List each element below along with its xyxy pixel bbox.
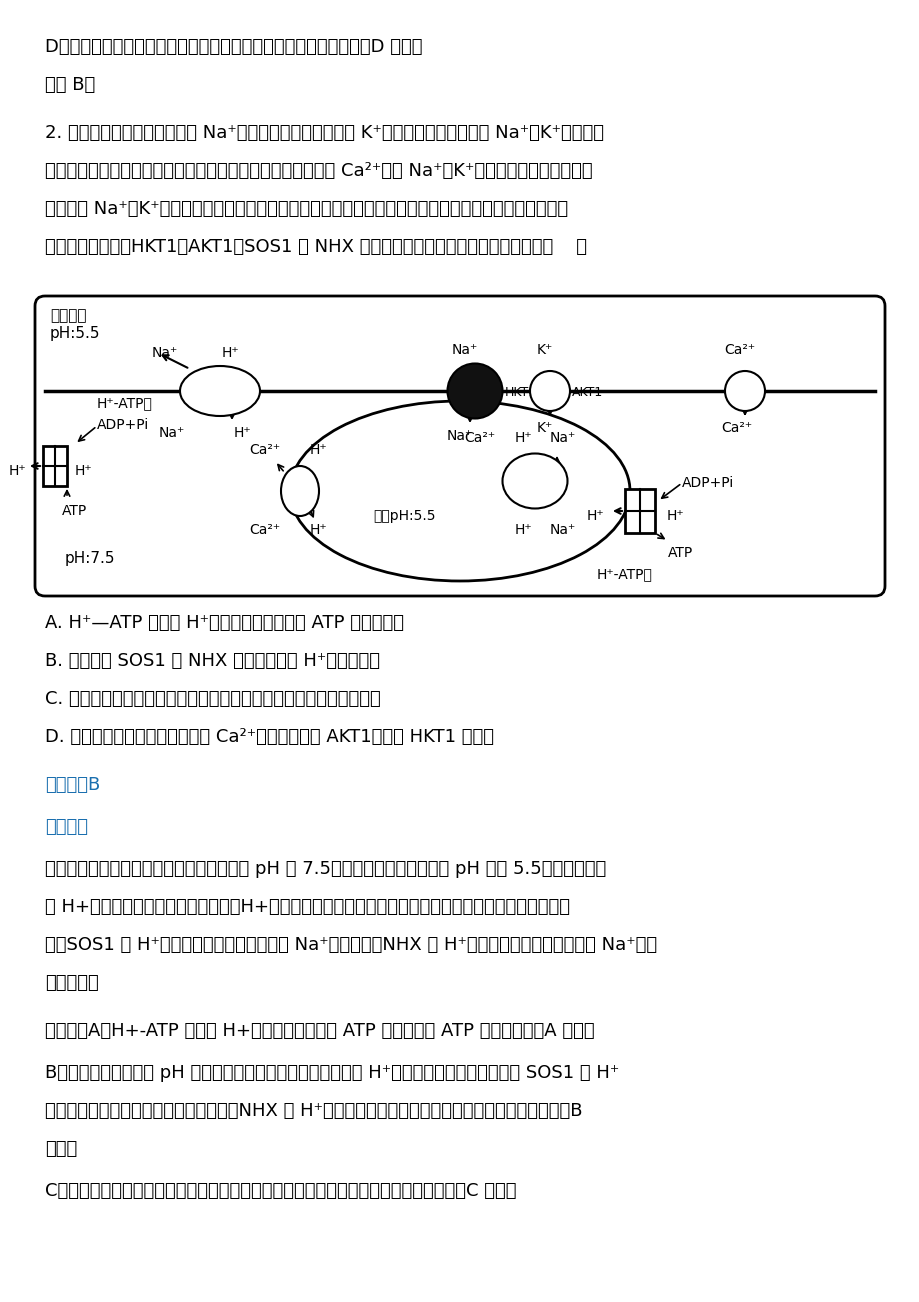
Text: H⁺: H⁺ bbox=[309, 523, 326, 536]
Text: K⁺: K⁺ bbox=[537, 342, 552, 357]
Text: H⁺: H⁺ bbox=[665, 509, 683, 523]
Text: ADP+Pi: ADP+Pi bbox=[96, 418, 149, 432]
Text: ADP+Pi: ADP+Pi bbox=[681, 477, 733, 490]
Text: Ca²⁺: Ca²⁺ bbox=[464, 431, 495, 445]
Text: Na⁺: Na⁺ bbox=[159, 426, 185, 440]
Text: B、细胞外和液泡内的 pH 低于细胞质基质（细胞外和液泡内的 H⁺浓度更高），所以转运蛋白 SOS1 将 H⁺: B、细胞外和液泡内的 pH 低于细胞质基质（细胞外和液泡内的 H⁺浓度更高），所… bbox=[45, 1064, 618, 1082]
Text: D. 由题意可知，细胞质基质中的 Ca²⁺可能具有激活 AKT1、抑制 HKT1 的功能: D. 由题意可知，细胞质基质中的 Ca²⁺可能具有激活 AKT1、抑制 HKT1… bbox=[45, 728, 494, 746]
Text: 【解析】: 【解析】 bbox=[45, 818, 88, 836]
Text: pH:7.5: pH:7.5 bbox=[65, 551, 116, 566]
Ellipse shape bbox=[502, 453, 567, 509]
Text: 错误；: 错误； bbox=[45, 1141, 77, 1157]
Bar bbox=[43, 447, 67, 486]
Text: Ca²⁺: Ca²⁺ bbox=[249, 443, 280, 457]
Text: H⁺: H⁺ bbox=[8, 464, 26, 478]
Text: Na⁺: Na⁺ bbox=[550, 523, 575, 536]
Text: 节细胞中 Na⁺、K⁺的比例，使细胞内的蛋白质合成恢复正常。如图是该耐盐植物根细胞参与抵抗盐胁迫有: 节细胞中 Na⁺、K⁺的比例，使细胞内的蛋白质合成恢复正常。如图是该耐盐植物根细… bbox=[45, 201, 568, 217]
Text: C、耐盐植物液泡吸收无机盐增多，会使细胞液浓度上升，渗透压增大，吸水能力增强，C 正确；: C、耐盐植物液泡吸收无机盐增多，会使细胞液浓度上升，渗透压增大，吸水能力增强，C… bbox=[45, 1182, 516, 1200]
Text: pH:5.5: pH:5.5 bbox=[50, 326, 100, 341]
Text: ATP: ATP bbox=[62, 504, 87, 518]
Text: ATP: ATP bbox=[667, 546, 693, 560]
Text: Ca²⁺: Ca²⁺ bbox=[720, 421, 752, 435]
Text: 常，从而影响蛋白质的正常合成。某耐盐植物的根细胞会借助 Ca²⁺调节 Na⁺、K⁺转运蛋白的功能，进而调: 常，从而影响蛋白质的正常合成。某耐盐植物的根细胞会借助 Ca²⁺调节 Na⁺、K… bbox=[45, 161, 592, 180]
Text: SOS1: SOS1 bbox=[199, 384, 241, 398]
Text: H⁺: H⁺ bbox=[309, 443, 326, 457]
Text: 【分析】分析题图，根细胞的细胞质基质中 pH 为 7.5，而细胞膜外和液泡膜内 pH 均为 5.5，细胞质基质: 【分析】分析题图，根细胞的细胞质基质中 pH 为 7.5，而细胞膜外和液泡膜内 … bbox=[45, 861, 606, 878]
Text: H⁺: H⁺ bbox=[585, 509, 603, 523]
Text: 液泡pH:5.5: 液泡pH:5.5 bbox=[373, 509, 436, 523]
Bar bbox=[624, 490, 654, 533]
Text: K⁺: K⁺ bbox=[537, 421, 552, 435]
Text: HKT1: HKT1 bbox=[505, 387, 537, 400]
Text: NHX: NHX bbox=[517, 474, 551, 488]
Text: 输。SOS1 将 H⁺运进细胞质基质的同时，将 Na⁺排出细胞。NHX 将 H⁺运入细胞质基质的同时，将 Na⁺运输: 输。SOS1 将 H⁺运进细胞质基质的同时，将 Na⁺排出细胞。NHX 将 H⁺… bbox=[45, 936, 656, 954]
Text: 中 H+含量比细胞膜外和液泡膜内低，H+运输到细胞膜外和液泡内是逆浓度梯度运输，运输方式为主动运: 中 H+含量比细胞膜外和液泡膜内低，H+运输到细胞膜外和液泡内是逆浓度梯度运输，… bbox=[45, 898, 570, 917]
Text: 【详解】A、H+-ATP 泵可将 H+运入液泡，同时将 ATP 水解，具有 ATP 水解酶活性，A 正确；: 【详解】A、H+-ATP 泵可将 H+运入液泡，同时将 ATP 水解，具有 AT… bbox=[45, 1022, 594, 1040]
Text: H⁺: H⁺ bbox=[221, 346, 239, 359]
Text: H⁺-ATP泵: H⁺-ATP泵 bbox=[96, 396, 153, 410]
Text: 到液泡内。: 到液泡内。 bbox=[45, 974, 98, 992]
Text: 关的结构示意图（HKT1、AKT1、SOS1 和 NHX 均为转运蛋白），相关叙述不正确的是（    ）: 关的结构示意图（HKT1、AKT1、SOS1 和 NHX 均为转运蛋白），相关叙… bbox=[45, 238, 586, 256]
Text: Ca²⁺: Ca²⁺ bbox=[723, 342, 754, 357]
Text: H⁺: H⁺ bbox=[74, 464, 92, 478]
Text: D、溶酶体内酸性水解酶的合成与加工需内质网和高尔基体的参与，D 错误。: D、溶酶体内酸性水解酶的合成与加工需内质网和高尔基体的参与，D 错误。 bbox=[45, 38, 422, 56]
Text: B. 转运蛋白 SOS1 和 NHX 均为主动运输 H⁺的载体蛋白: B. 转运蛋白 SOS1 和 NHX 均为主动运输 H⁺的载体蛋白 bbox=[45, 652, 380, 671]
Ellipse shape bbox=[529, 371, 570, 411]
Text: Na⁺: Na⁺ bbox=[152, 346, 178, 359]
Text: H⁺: H⁺ bbox=[514, 431, 531, 445]
Text: 故选 B。: 故选 B。 bbox=[45, 76, 96, 94]
Text: A. H⁺—ATP 泵可将 H⁺运入液泡，同时具有 ATP 水解酶活性: A. H⁺—ATP 泵可将 H⁺运入液泡，同时具有 ATP 水解酶活性 bbox=[45, 615, 403, 631]
Text: H⁺: H⁺ bbox=[233, 426, 251, 440]
Ellipse shape bbox=[180, 366, 260, 417]
Text: H⁺-ATP泵: H⁺-ATP泵 bbox=[596, 566, 652, 581]
Text: Na⁺: Na⁺ bbox=[447, 428, 472, 443]
Text: 运入细胞是顺浓度梯度（为协助扩散），NHX 将 H⁺运入液泡是逆浓度梯度（为主动运输），方式不同，B: 运入细胞是顺浓度梯度（为协助扩散），NHX 将 H⁺运入液泡是逆浓度梯度（为主动… bbox=[45, 1101, 582, 1120]
Ellipse shape bbox=[280, 466, 319, 516]
Text: Na⁺: Na⁺ bbox=[550, 431, 575, 445]
Text: 2. 研究表明，在盐胁迫下大量 Na⁺进入植物根部细胞会抑制 K⁺进入细胞，导致细胞中 Na⁺、K⁺的比值异: 2. 研究表明，在盐胁迫下大量 Na⁺进入植物根部细胞会抑制 K⁺进入细胞，导致… bbox=[45, 124, 604, 142]
Text: H⁺: H⁺ bbox=[514, 523, 531, 536]
Text: Ca²⁺: Ca²⁺ bbox=[249, 523, 280, 536]
Text: Na⁺: Na⁺ bbox=[451, 342, 478, 357]
Text: C. 耐盐植物液泡吸收无机盐增多会使细胞液浓度上升，吸水能力增强: C. 耐盐植物液泡吸收无机盐增多会使细胞液浓度上升，吸水能力增强 bbox=[45, 690, 380, 708]
Text: AKT1: AKT1 bbox=[572, 387, 603, 400]
Text: 【答案】B: 【答案】B bbox=[45, 776, 100, 794]
Text: 细胞膜外: 细胞膜外 bbox=[50, 309, 86, 323]
Ellipse shape bbox=[447, 363, 502, 418]
Ellipse shape bbox=[724, 371, 765, 411]
